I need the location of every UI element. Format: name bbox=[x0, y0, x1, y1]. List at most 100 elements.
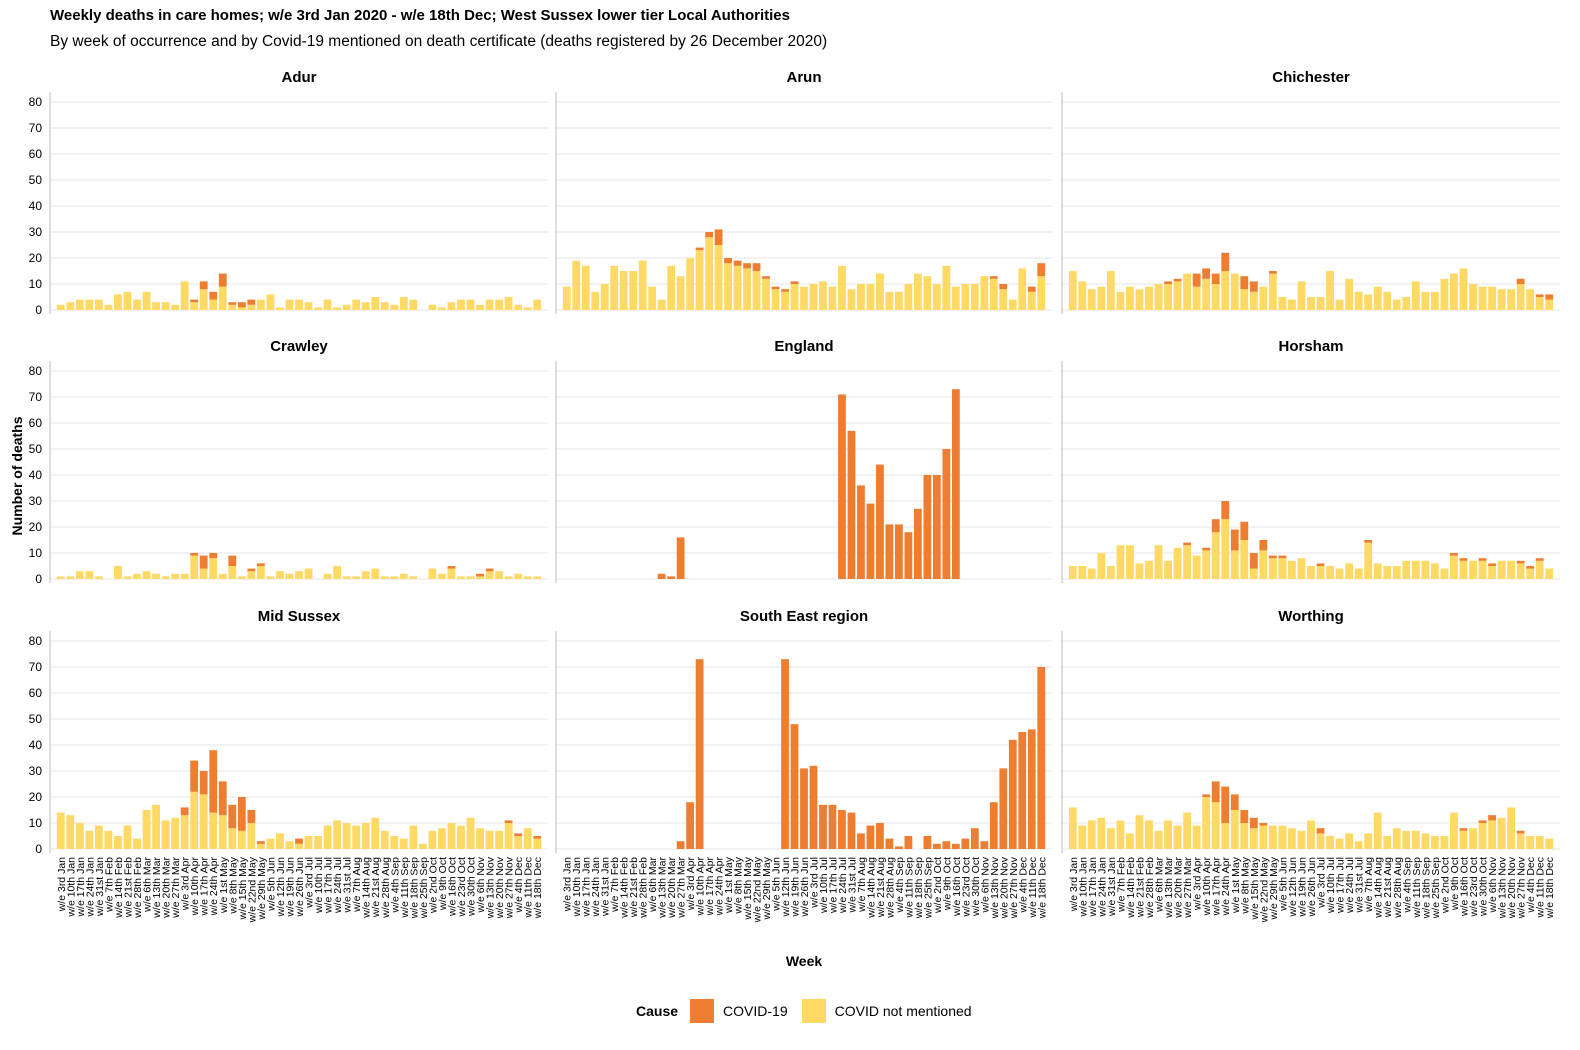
x-tick-label: w/e 22nd May bbox=[752, 856, 764, 923]
bar-covid bbox=[961, 838, 970, 849]
bar-non-covid bbox=[1354, 291, 1363, 310]
x-tick-label: w/e 6th Mar bbox=[1154, 857, 1166, 913]
bar-non-covid bbox=[152, 804, 160, 849]
bar-non-covid bbox=[1106, 271, 1115, 310]
bar-covid bbox=[209, 553, 218, 559]
bar-non-covid bbox=[180, 815, 189, 849]
bar-non-covid bbox=[218, 815, 227, 849]
bar-non-covid bbox=[352, 825, 361, 849]
bar-non-covid bbox=[323, 299, 332, 310]
x-tick-label: w/e 28th Aug bbox=[884, 857, 896, 919]
bar-non-covid bbox=[523, 576, 532, 579]
x-tick-label: w/e 22nd May bbox=[246, 856, 258, 923]
bar-covid bbox=[714, 229, 723, 245]
bar-non-covid bbox=[932, 284, 941, 310]
x-tick-label: w/e 20th Mar bbox=[1173, 857, 1185, 919]
bar-non-covid bbox=[276, 833, 284, 849]
x-tick-label: w/e 15th May bbox=[1249, 856, 1261, 920]
panel-title: South East region bbox=[740, 608, 868, 625]
bar-non-covid bbox=[1068, 566, 1077, 579]
bar-non-covid bbox=[1249, 828, 1258, 849]
panel-crawley: Crawley 0 10 20 30 40 50 60 70 80 bbox=[29, 338, 548, 586]
bar-non-covid bbox=[1364, 294, 1373, 310]
x-tick-label: w/e 23rd Oct bbox=[960, 857, 972, 918]
bar-covid bbox=[1027, 729, 1036, 849]
x-tick-label: w/e 21st Aug bbox=[370, 857, 382, 918]
bar-non-covid bbox=[1402, 830, 1411, 849]
bar-non-covid bbox=[66, 302, 75, 310]
bar-non-covid bbox=[180, 573, 189, 579]
bar-covid bbox=[1516, 278, 1525, 284]
x-tick-label: w/e 24th Jan bbox=[1096, 857, 1108, 918]
bar-non-covid bbox=[1183, 812, 1192, 849]
chart-title: Weekly deaths in care homes; w/e 3rd Jan… bbox=[50, 7, 790, 24]
bar-non-covid bbox=[1392, 299, 1401, 310]
bar-covid bbox=[676, 537, 685, 579]
x-tick-label: w/e 10th Jan bbox=[571, 857, 583, 918]
bar-non-covid bbox=[1087, 289, 1096, 310]
bar-non-covid bbox=[1126, 545, 1134, 579]
bar-covid bbox=[970, 828, 979, 849]
y-tick-label: 60 bbox=[29, 686, 43, 700]
bar-non-covid bbox=[1373, 812, 1382, 849]
bar-non-covid bbox=[1087, 568, 1096, 579]
bar-non-covid bbox=[1249, 568, 1258, 579]
legend-title: Cause bbox=[636, 1003, 679, 1019]
bar-non-covid bbox=[304, 302, 313, 310]
bar-covid bbox=[190, 299, 199, 303]
bar-non-covid bbox=[237, 576, 246, 579]
bar-covid bbox=[781, 289, 789, 292]
bar-non-covid bbox=[466, 576, 475, 579]
x-tick-label: w/e 7th Aug bbox=[1363, 857, 1375, 913]
bar-covid bbox=[1316, 563, 1325, 566]
bar-non-covid bbox=[1478, 823, 1487, 849]
bar-non-covid bbox=[428, 830, 437, 849]
x-tick-label: w/e 17th Jul bbox=[1335, 857, 1347, 914]
panel-england: England bbox=[555, 338, 1052, 583]
y-tick-label: 30 bbox=[29, 225, 43, 239]
x-tick-label: w/e 10th Jul bbox=[818, 857, 830, 914]
bar-non-covid bbox=[333, 820, 342, 849]
bar-non-covid bbox=[1373, 563, 1382, 579]
bar-non-covid bbox=[1183, 545, 1192, 579]
x-tick-label: w/e 17th Jan bbox=[581, 857, 593, 918]
bar-covid bbox=[857, 485, 865, 579]
x-tick-label: w/e 4th Dec bbox=[1525, 857, 1537, 913]
bar-non-covid bbox=[85, 571, 94, 579]
bar-covid bbox=[771, 286, 780, 290]
x-tick-label: w/e 20th Mar bbox=[161, 857, 173, 919]
bar-covid bbox=[1450, 553, 1458, 556]
x-tick-label: w/e 14th Feb bbox=[1125, 857, 1137, 919]
bar-covid bbox=[1037, 667, 1046, 849]
bar-non-covid bbox=[171, 817, 180, 849]
x-tick-label: w/e 3rd Apr bbox=[180, 857, 192, 912]
bar-covid bbox=[1173, 278, 1182, 282]
bar-non-covid bbox=[380, 576, 389, 579]
bar-non-covid bbox=[1535, 297, 1544, 310]
bar-non-covid bbox=[295, 843, 303, 849]
bar-covid bbox=[1202, 794, 1211, 797]
bar-covid bbox=[705, 232, 713, 238]
x-tick-label: w/e 5th Jun bbox=[265, 857, 277, 912]
bar-non-covid bbox=[705, 237, 713, 310]
bar-covid bbox=[999, 284, 1008, 290]
bar-non-covid bbox=[276, 307, 284, 310]
y-tick-label: 60 bbox=[29, 416, 43, 430]
bar-covid bbox=[1545, 294, 1554, 300]
bar-covid bbox=[447, 566, 456, 569]
bar-non-covid bbox=[1173, 547, 1182, 579]
bar-non-covid bbox=[361, 823, 370, 849]
x-tick-label: w/e 25th Sep bbox=[418, 857, 430, 919]
bar-covid bbox=[790, 724, 799, 849]
bar-non-covid bbox=[1411, 830, 1420, 849]
bar-covid bbox=[1478, 820, 1487, 823]
bar-non-covid bbox=[1516, 833, 1525, 849]
bar-non-covid bbox=[619, 271, 628, 310]
bar-non-covid bbox=[1288, 560, 1296, 579]
x-tick-label: w/e 12th Jun bbox=[275, 857, 287, 918]
bar-non-covid bbox=[895, 291, 903, 310]
bar-non-covid bbox=[989, 278, 998, 310]
x-tick-label: w/e 29th May bbox=[761, 856, 773, 920]
bar-covid bbox=[932, 475, 941, 579]
bar-non-covid bbox=[1411, 560, 1420, 579]
